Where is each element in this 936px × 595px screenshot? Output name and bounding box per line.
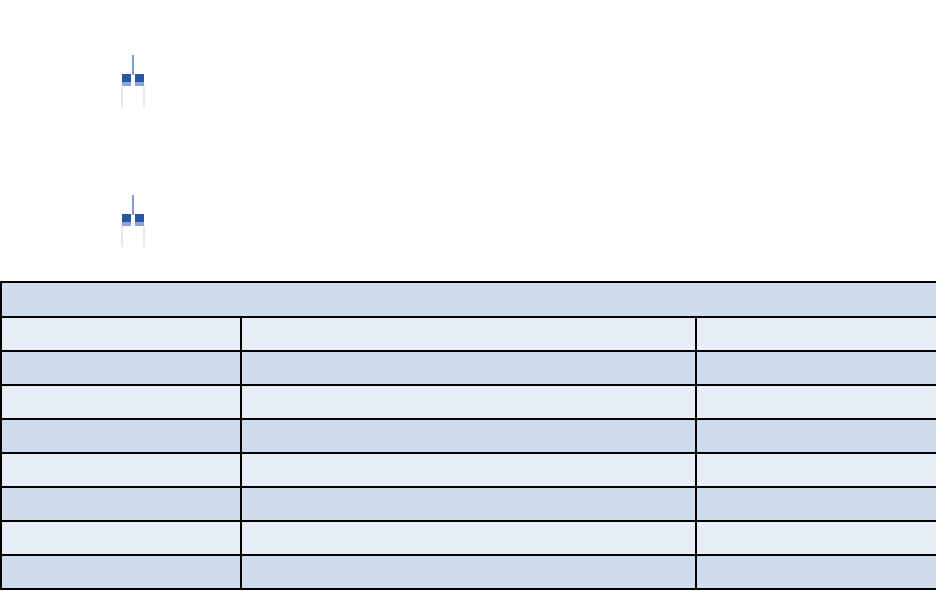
table-cell	[240, 316, 697, 352]
table-cell	[240, 452, 697, 488]
table-cell	[694, 350, 936, 386]
table-cell	[0, 554, 242, 590]
table-header-cell	[0, 281, 936, 318]
table-row	[0, 316, 936, 352]
fork-icon	[121, 55, 145, 107]
data-table	[0, 281, 936, 590]
table-cell	[240, 554, 697, 590]
table-cell	[240, 486, 697, 522]
table-cell	[694, 316, 936, 352]
table-row	[0, 486, 936, 522]
table-row	[0, 452, 936, 488]
table-cell	[0, 452, 242, 488]
table-cell	[694, 452, 936, 488]
table-cell	[0, 520, 242, 556]
table-cell	[694, 418, 936, 454]
table-cell	[694, 520, 936, 556]
table-row	[0, 554, 936, 590]
table-cell	[240, 520, 697, 556]
table-cell	[0, 316, 242, 352]
table-row	[0, 418, 936, 454]
table-cell	[694, 554, 936, 590]
table-cell	[240, 418, 697, 454]
table-cell	[0, 418, 242, 454]
table-cell	[694, 486, 936, 522]
table-row	[0, 384, 936, 420]
table-cell	[694, 384, 936, 420]
fork-icon	[121, 195, 145, 247]
table-row	[0, 350, 936, 386]
table-cell	[240, 384, 697, 420]
table-cell	[0, 486, 242, 522]
table-cell	[240, 350, 697, 386]
table-header-row	[0, 281, 936, 318]
table-cell	[0, 384, 242, 420]
table-cell	[0, 350, 242, 386]
table-row	[0, 520, 936, 556]
